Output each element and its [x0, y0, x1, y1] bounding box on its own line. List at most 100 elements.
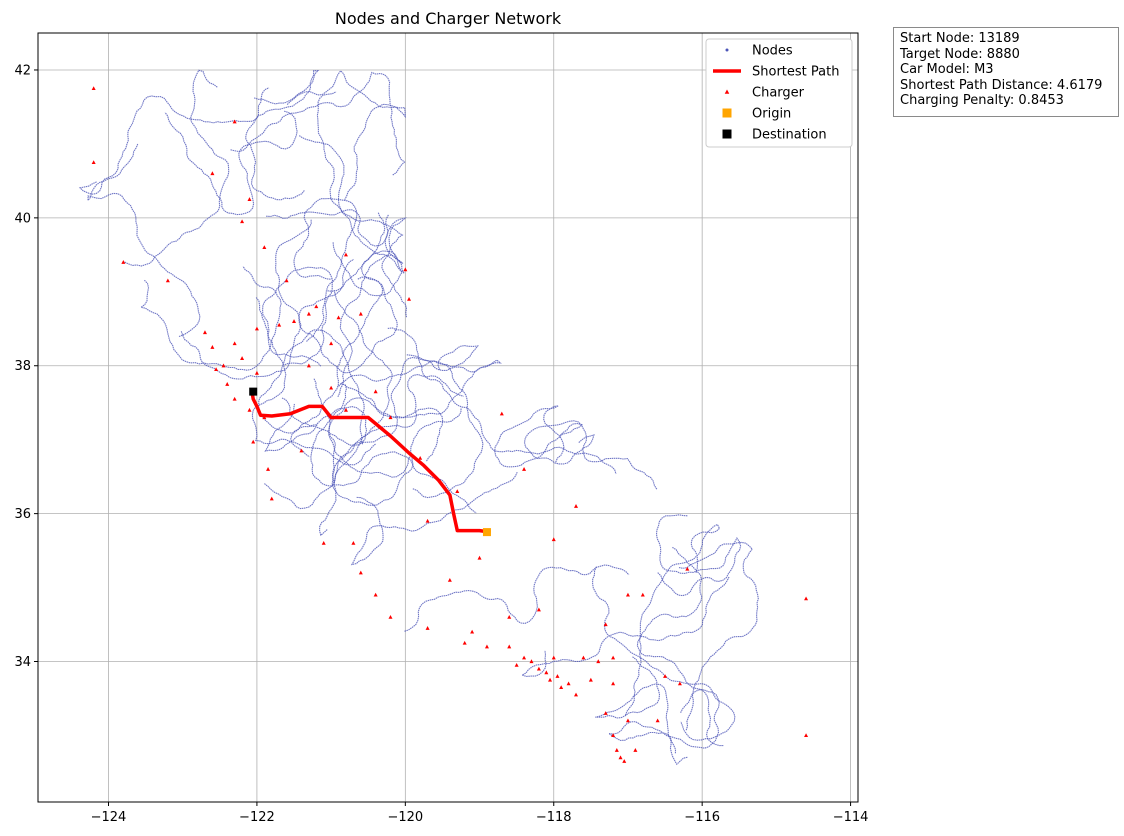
charger-layer — [91, 86, 809, 763]
charger-point — [221, 363, 226, 368]
charger-point — [247, 407, 252, 412]
node-trace — [350, 471, 518, 566]
legend: Nodes Shortest Path Charger Origin Destinati… — [705, 38, 853, 148]
node-trace — [298, 258, 398, 374]
x-tick-label: −122 — [239, 810, 275, 825]
info-charging-penalty: Charging Penalty: 0.8453 — [900, 93, 1064, 108]
y-tick-label: 38 — [14, 359, 31, 374]
charger-point — [574, 692, 579, 697]
origin-marker — [482, 528, 491, 537]
node-trace — [258, 329, 365, 445]
charger-point — [343, 252, 348, 257]
legend-destination-handle — [722, 129, 732, 139]
node-trace — [262, 266, 334, 367]
node-trace — [264, 373, 464, 510]
charger-point — [329, 341, 334, 346]
node-trace — [404, 564, 630, 632]
nodes-layer — [78, 69, 759, 766]
charger-point — [306, 363, 311, 368]
charger-point — [622, 759, 627, 763]
node-trace — [286, 69, 406, 201]
node-trace — [520, 576, 730, 677]
charger-point — [247, 197, 252, 201]
charger-point — [663, 674, 668, 678]
charger-point — [470, 629, 475, 634]
legend-nodes-handle — [725, 48, 729, 52]
legend-label: Shortest Path — [752, 65, 839, 80]
node-trace — [180, 219, 312, 380]
info-start-node: Start Node: 13189 — [900, 31, 1020, 46]
y-axis: 34 36 38 40 42 — [14, 63, 38, 670]
node-trace — [494, 405, 583, 468]
node-trace — [606, 689, 720, 754]
info-box: Start Node: 13189 Target Node: 8880 Car … — [893, 27, 1119, 117]
charger-point — [544, 670, 549, 675]
charger-point — [625, 718, 630, 723]
legend-box — [705, 38, 853, 148]
node-trace — [339, 354, 502, 418]
charger-point — [121, 260, 126, 264]
charger-point — [640, 592, 645, 597]
legend-charger-handle — [724, 89, 730, 94]
charger-point — [499, 411, 504, 416]
info-target-node: Target Node: 8880 — [900, 46, 1020, 62]
charger-point — [477, 555, 482, 560]
charger-point — [425, 518, 430, 523]
charger-point — [407, 296, 412, 301]
charger-point — [655, 718, 660, 723]
charger-point — [484, 644, 489, 649]
y-tick-label: 36 — [14, 507, 31, 522]
charger-point — [559, 685, 564, 689]
charger-point — [522, 467, 527, 471]
node-trace — [264, 397, 368, 452]
charger-point — [625, 592, 630, 597]
charger-point — [165, 278, 170, 283]
legend-label: Charger — [752, 86, 805, 101]
charger-point — [588, 677, 593, 682]
node-trace — [328, 397, 444, 478]
charger-point — [603, 622, 608, 627]
node-trace — [333, 345, 479, 484]
charger-point — [804, 596, 809, 601]
legend-label: Destination — [752, 128, 827, 143]
node-trace — [164, 110, 298, 216]
charger-point — [358, 311, 363, 316]
charger-point — [373, 592, 378, 597]
charger-point — [284, 278, 289, 283]
node-trace — [78, 87, 270, 195]
plot-area — [37, 32, 859, 803]
charger-point — [262, 245, 267, 250]
charger-point — [536, 666, 541, 671]
charger-point — [91, 86, 96, 91]
node-trace — [251, 297, 377, 466]
charger-point — [574, 504, 579, 508]
charger-point — [232, 396, 237, 401]
charger-point — [329, 385, 334, 390]
node-trace — [316, 91, 408, 318]
legend-origin-handle — [722, 108, 732, 118]
charger-point — [292, 319, 297, 323]
charger-point — [388, 415, 393, 420]
charger-point — [254, 326, 259, 331]
node-trace — [293, 197, 358, 342]
charger-point — [507, 644, 512, 649]
charger-point — [455, 489, 460, 494]
charger-point — [685, 566, 690, 571]
node-trace — [387, 327, 617, 475]
charger-point — [507, 614, 512, 619]
node-trace — [290, 212, 386, 458]
charger-point — [462, 640, 467, 645]
charger-point — [266, 467, 271, 471]
charger-point — [210, 345, 215, 349]
charger-point — [548, 677, 553, 682]
charger-point — [262, 415, 267, 420]
charger-point — [240, 356, 245, 360]
charger-point — [299, 448, 304, 453]
charger-point — [447, 577, 452, 582]
x-axis: −124 −122 −120 −118 −116 −114 — [91, 802, 868, 825]
charger-point — [202, 330, 207, 335]
charger-point — [343, 407, 348, 412]
charger-point — [677, 681, 682, 686]
charger-point — [214, 367, 219, 372]
